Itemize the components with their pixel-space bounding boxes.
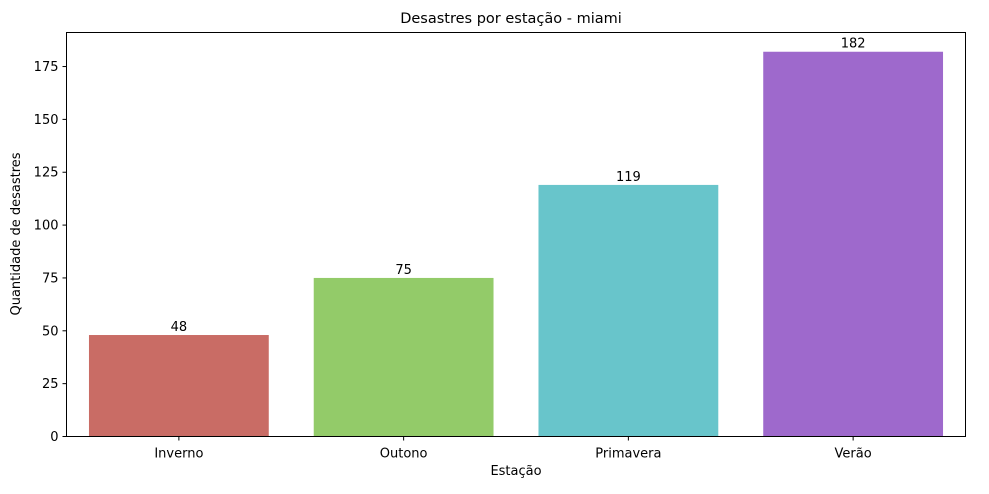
data-label-outono: 75 bbox=[395, 263, 412, 278]
y-tick-label: 100 bbox=[34, 219, 59, 234]
bar-outono bbox=[313, 277, 494, 437]
y-tick-label: 50 bbox=[42, 324, 59, 339]
x-tick-label-primavera: Primavera bbox=[595, 447, 661, 462]
x-tick-label-inverno: Inverno bbox=[154, 447, 203, 462]
y-tick-label: 25 bbox=[42, 377, 59, 392]
y-tick-label: 150 bbox=[34, 113, 59, 128]
bar-primavera bbox=[538, 184, 719, 437]
y-axis-label: Quantidade de desastres bbox=[9, 152, 24, 315]
plot-frame bbox=[66, 32, 966, 437]
bar-verão bbox=[763, 51, 944, 437]
data-label-verão: 182 bbox=[841, 37, 866, 52]
x-tick-label-outono: Outono bbox=[380, 447, 428, 462]
x-axis-label: Estação bbox=[490, 464, 541, 479]
bar-inverno bbox=[88, 335, 269, 437]
data-label-primavera: 119 bbox=[616, 170, 641, 185]
x-tick-label-verão: Verão bbox=[835, 447, 872, 462]
chart-title: Desastres por estação - miami bbox=[400, 11, 622, 27]
data-label-inverno: 48 bbox=[171, 320, 188, 335]
y-tick-label: 0 bbox=[50, 430, 58, 445]
y-tick-label: 125 bbox=[34, 166, 59, 181]
y-tick-label: 75 bbox=[42, 271, 59, 286]
y-tick-label: 175 bbox=[34, 60, 59, 75]
